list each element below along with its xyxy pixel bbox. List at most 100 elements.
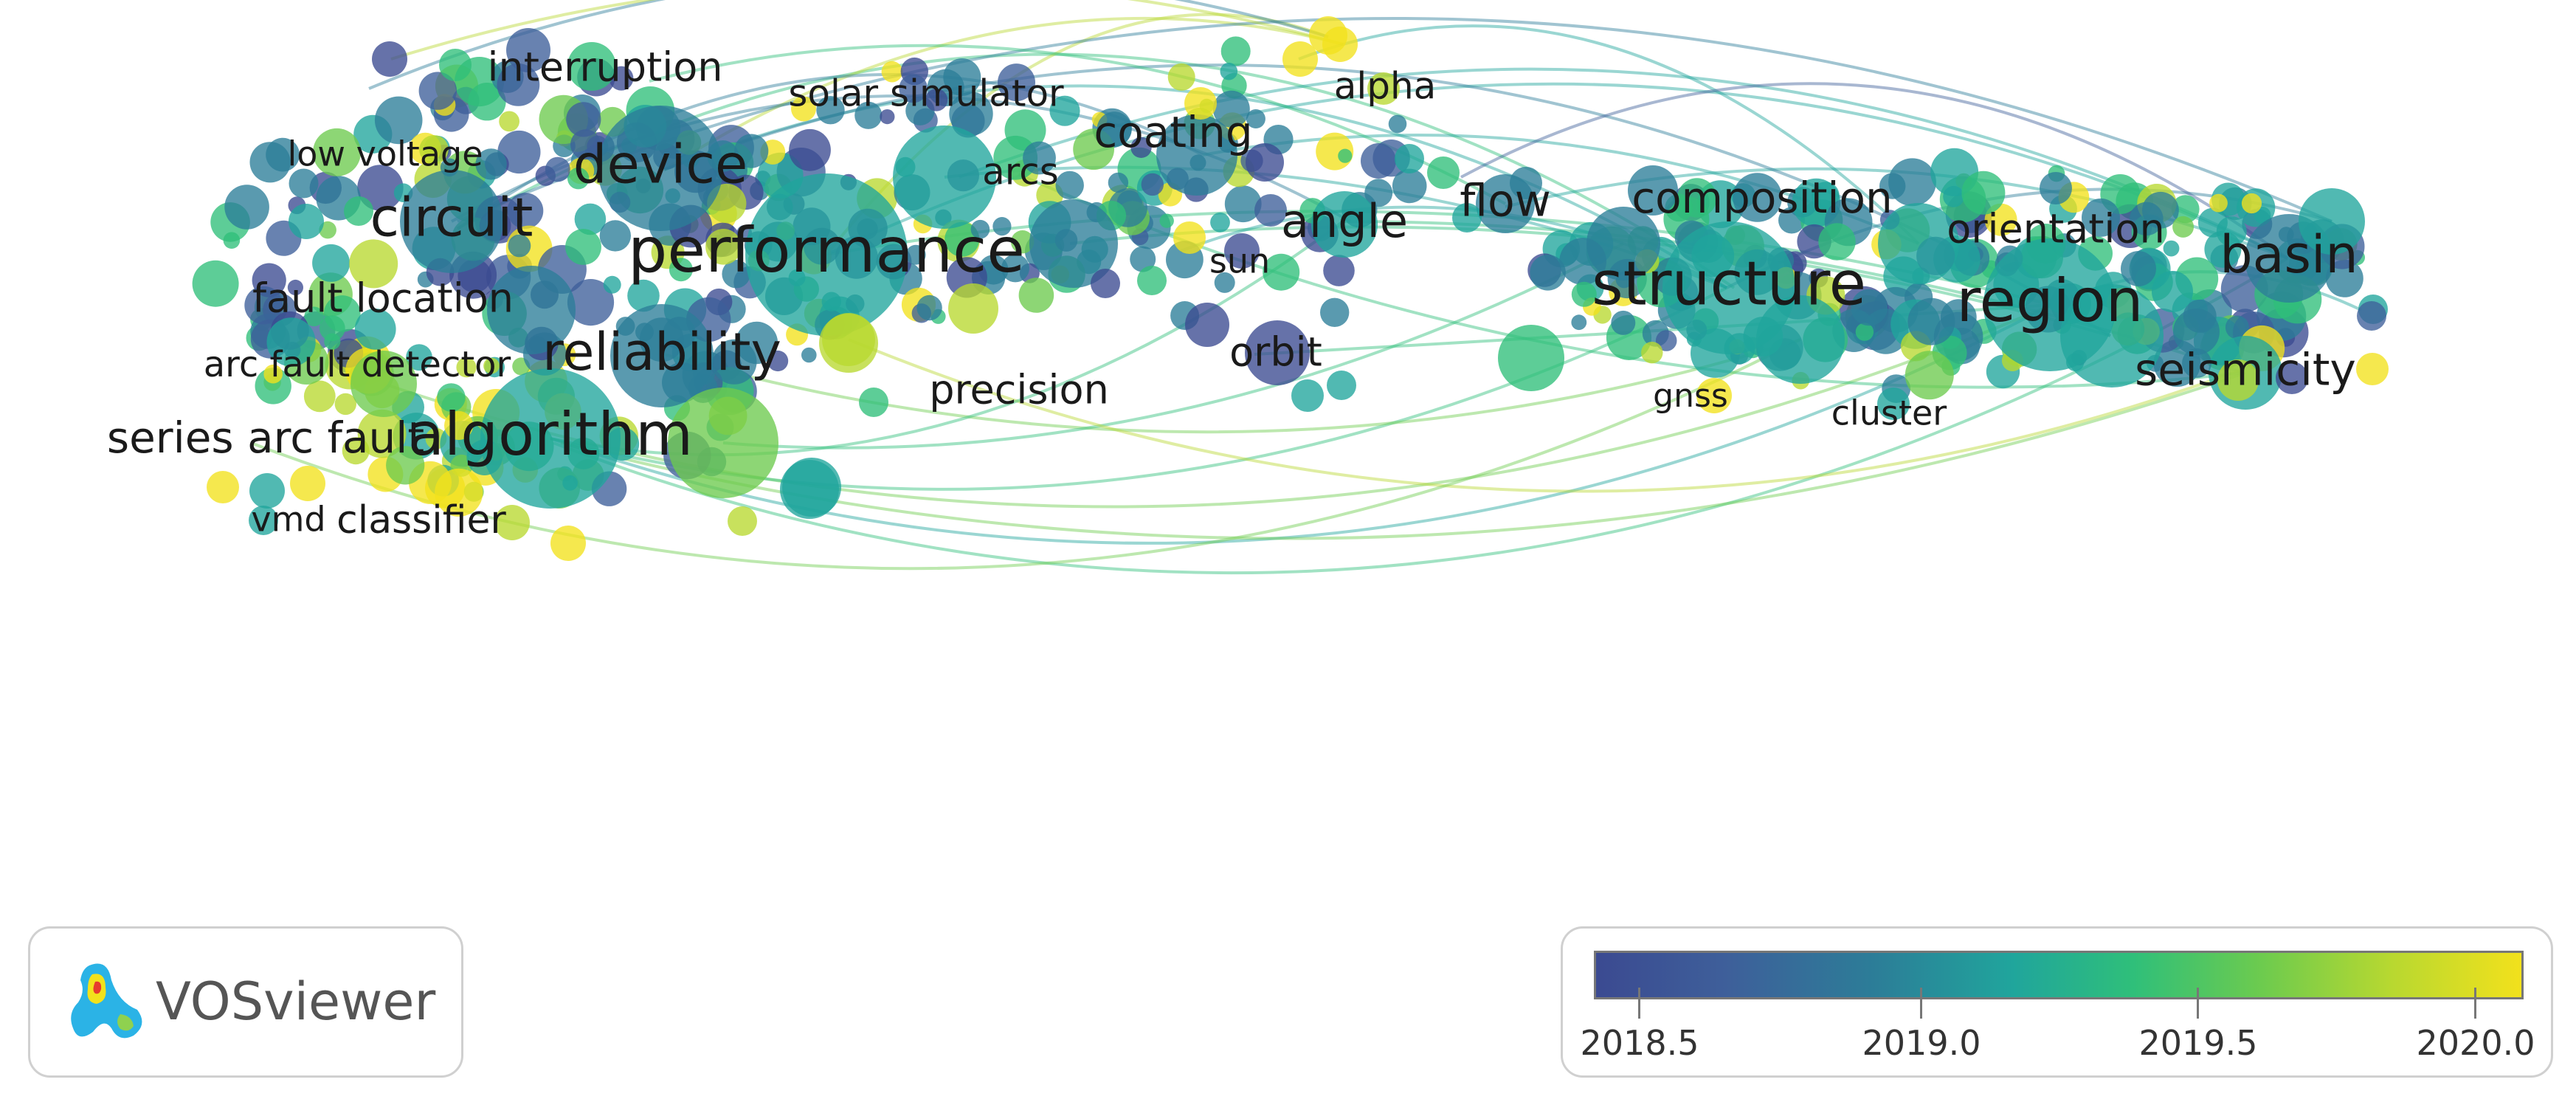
keyword-node[interactable] <box>2152 271 2193 312</box>
keyword-node[interactable] <box>1245 320 1310 385</box>
keyword-node[interactable] <box>567 279 615 326</box>
keyword-label-orientation[interactable]: orientation <box>1947 206 2164 252</box>
keyword-node[interactable] <box>1212 90 1250 128</box>
keyword-node[interactable] <box>2163 240 2180 257</box>
keyword-node[interactable] <box>1628 165 1678 216</box>
keyword-node[interactable] <box>1173 221 1206 254</box>
keyword-node[interactable] <box>439 49 472 81</box>
keyword-node[interactable] <box>1888 158 1936 207</box>
keyword-node[interactable] <box>1655 330 1677 351</box>
keyword-node[interactable] <box>249 473 285 509</box>
keyword-node[interactable] <box>1137 266 1167 295</box>
keyword-node[interactable] <box>1641 342 1663 364</box>
keyword-node[interactable] <box>249 142 291 183</box>
keyword-node[interactable] <box>627 279 660 312</box>
keyword-node[interactable] <box>418 72 457 110</box>
keyword-node[interactable] <box>949 92 993 136</box>
keyword-node[interactable] <box>2209 193 2228 213</box>
keyword-node[interactable] <box>801 347 817 363</box>
keyword-node[interactable] <box>1361 143 1396 179</box>
keyword-node[interactable] <box>290 466 325 501</box>
keyword-node[interactable] <box>419 135 449 165</box>
keyword-node[interactable] <box>2130 202 2164 236</box>
keyword-node[interactable] <box>565 229 601 265</box>
keyword-node[interactable] <box>880 109 895 125</box>
keyword-label-vmd[interactable]: vmd <box>251 500 325 540</box>
keyword-node[interactable] <box>1291 379 1324 412</box>
keyword-node[interactable] <box>2121 251 2156 286</box>
keyword-label-composition[interactable]: composition <box>1631 173 1893 223</box>
keyword-node[interactable] <box>1812 182 1840 210</box>
keyword-label-cluster[interactable]: cluster <box>1831 393 1947 433</box>
keyword-node[interactable] <box>304 306 324 327</box>
keyword-node[interactable] <box>2276 362 2308 394</box>
keyword-node[interactable] <box>1108 172 1129 193</box>
keyword-node[interactable] <box>1877 388 1910 420</box>
keyword-node[interactable] <box>816 96 845 125</box>
keyword-label-classifier[interactable]: classifier <box>336 498 506 543</box>
keyword-node[interactable] <box>998 63 1035 102</box>
keyword-node[interactable] <box>351 351 417 417</box>
keyword-node[interactable] <box>1018 278 1054 313</box>
keyword-label-flow[interactable]: flow <box>1460 176 1551 227</box>
keyword-node[interactable] <box>1246 109 1265 128</box>
keyword-node[interactable] <box>1322 27 1358 62</box>
keyword-node[interactable] <box>1214 272 1235 293</box>
keyword-node[interactable] <box>1220 36 1251 66</box>
keyword-node[interactable] <box>507 193 544 229</box>
keyword-node[interactable] <box>2171 195 2200 224</box>
keyword-node[interactable] <box>970 219 990 239</box>
keyword-node[interactable] <box>2182 348 2211 378</box>
keyword-node[interactable] <box>789 128 831 171</box>
keyword-node[interactable] <box>357 165 404 211</box>
keyword-node[interactable] <box>567 168 590 190</box>
keyword-node[interactable] <box>1733 173 1782 222</box>
keyword-node[interactable] <box>255 368 291 404</box>
keyword-label-angle[interactable]: angle <box>1281 194 1408 248</box>
keyword-node[interactable] <box>435 468 483 517</box>
keyword-node[interactable] <box>1263 253 1300 291</box>
keyword-node[interactable] <box>1510 167 1542 199</box>
keyword-label-circuit[interactable]: circuit <box>370 187 533 249</box>
keyword-node[interactable] <box>610 304 714 407</box>
keyword-node[interactable] <box>324 333 341 350</box>
keyword-node[interactable] <box>244 286 283 325</box>
keyword-node[interactable] <box>468 83 506 121</box>
keyword-node[interactable] <box>728 506 757 536</box>
keyword-label-arc-fault-detector[interactable]: arc fault detector <box>204 344 511 385</box>
keyword-node[interactable] <box>899 74 928 103</box>
keyword-node[interactable] <box>506 28 550 72</box>
keyword-node[interactable] <box>2299 188 2365 255</box>
keyword-node[interactable] <box>1961 171 2006 215</box>
keyword-node[interactable] <box>603 275 621 294</box>
keyword-node[interactable] <box>881 61 903 83</box>
keyword-node[interactable] <box>289 168 319 199</box>
keyword-node[interactable] <box>711 339 757 385</box>
keyword-node[interactable] <box>1049 95 1080 126</box>
keyword-node[interactable] <box>334 393 356 416</box>
keyword-node[interactable] <box>1323 255 1355 286</box>
keyword-node[interactable] <box>2060 284 2164 388</box>
keyword-node[interactable] <box>1571 281 1597 307</box>
keyword-node[interactable] <box>192 260 239 307</box>
keyword-node[interactable] <box>1878 203 1959 284</box>
keyword-node[interactable] <box>349 239 398 289</box>
keyword-node[interactable] <box>475 148 507 180</box>
keyword-node[interactable] <box>372 41 407 77</box>
keyword-node[interactable] <box>487 266 576 354</box>
keyword-node[interactable] <box>745 173 908 336</box>
keyword-label-algorithm[interactable]: algorithm <box>408 400 693 469</box>
keyword-label-orbit[interactable]: orbit <box>1229 329 1322 376</box>
keyword-label-region[interactable]: region <box>1956 266 2143 335</box>
keyword-node[interactable] <box>207 471 239 503</box>
keyword-node[interactable] <box>1246 143 1284 182</box>
keyword-node[interactable] <box>1327 371 1356 400</box>
keyword-node[interactable] <box>1320 297 1350 327</box>
keyword-node[interactable] <box>508 234 531 258</box>
keyword-node[interactable] <box>992 217 1012 236</box>
keyword-node[interactable] <box>323 295 361 332</box>
keyword-node[interactable] <box>734 134 769 168</box>
keyword-node[interactable] <box>2225 315 2249 340</box>
keyword-node[interactable] <box>499 111 519 132</box>
keyword-node[interactable] <box>1392 168 1427 204</box>
